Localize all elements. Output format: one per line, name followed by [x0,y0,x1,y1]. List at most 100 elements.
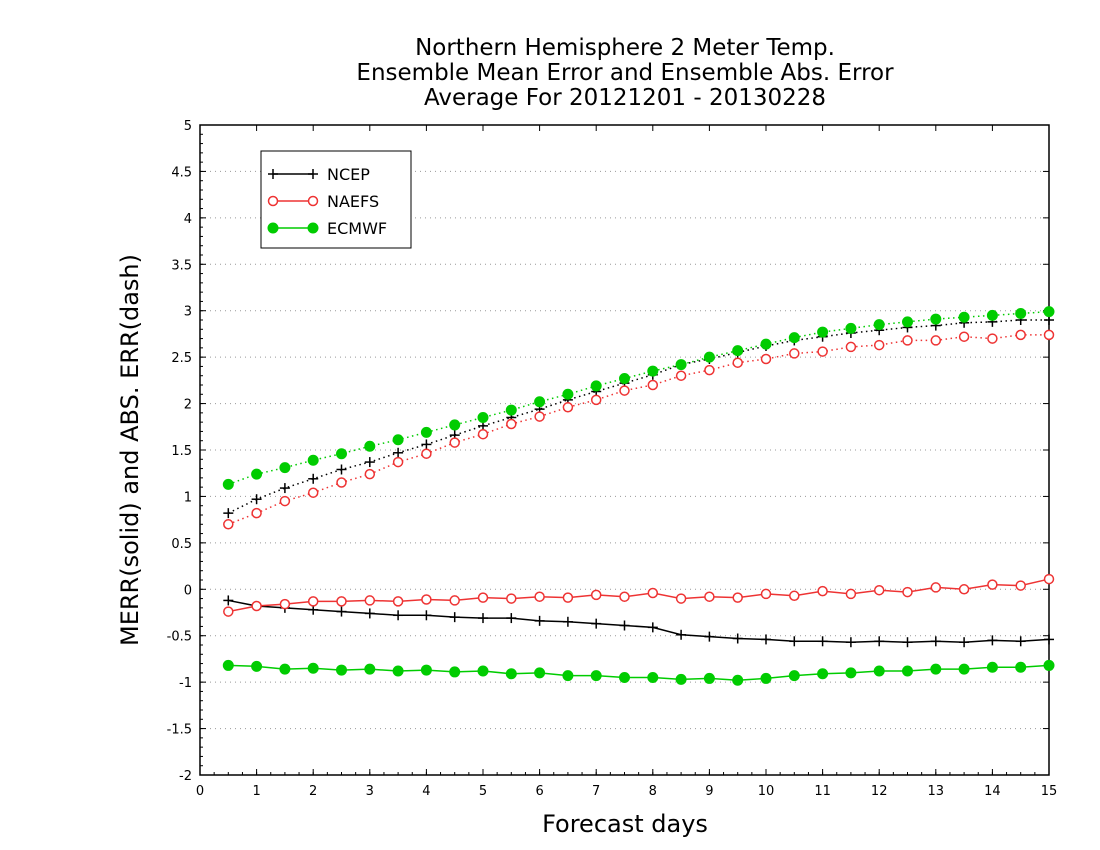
legend-label-naefs: NAEFS [327,192,379,211]
ecmwf-abs-err-point [788,332,800,344]
y-tick-label: 5 [184,119,192,134]
naefs-merr-point [789,590,800,602]
naefs-merr-point [307,596,319,607]
ncep-merr-point [647,622,658,633]
chart-title-line-3: Average For 20121201 - 20130228 [423,85,827,111]
ncep-merr-point [449,612,460,623]
ecmwf-abs-err-point [449,419,461,431]
ncep-abs-err-line [227,319,1049,514]
x-tick-label: 7 [592,784,600,799]
x-tick-label: 14 [984,784,1001,799]
y-tick-label: 3 [184,305,192,320]
ncep-merr-point [562,616,573,627]
naefs-merr-point [449,595,460,606]
naefs-merr-point [873,584,885,596]
ncep-merr-point [761,634,771,645]
naefs-merr-line [228,578,1050,613]
ncep-merr-point [902,637,913,648]
chart-title: Northern Hemisphere 2 Meter Temp. Ensemb… [200,36,1050,111]
ncep-abs-err-point [251,494,262,505]
ecmwf-merr-line [228,664,1050,682]
naefs-merr-point [421,594,432,605]
naefs-merr-point [845,588,857,600]
ecmwf-merr-point [1015,661,1027,673]
x-tick-label: 15 [1041,784,1058,799]
ncep-merr-point [704,631,715,642]
axes: -2-1.5-1-0.500.511.522.533.544.550 1 2 3 4 5 6… [167,119,1058,799]
ecmwf-merr-point [364,663,376,675]
naefs-merr-point [647,587,659,599]
y-tick-label: 4.5 [171,165,192,180]
y-tick-label: 0 [184,583,192,598]
ecmwf-abs-err-point [732,345,744,357]
naefs-merr-point [1043,573,1055,585]
naefs-abs-err-point [902,335,913,346]
ecmwf-merr-point [392,665,404,677]
ecmwf-abs-err-point [760,338,772,350]
ecmwf-merr-point [279,663,291,675]
ecmwf-abs-err-line [228,310,1050,486]
naefs-abs-err-point [590,394,602,406]
ecmwf-merr-point [760,672,772,684]
legend-marker [267,222,279,234]
x-tick-label: 2 [309,784,317,799]
ncep-merr-point [336,606,347,617]
ecmwf-merr-point [845,667,857,679]
naefs-merr-point [958,584,970,595]
ecmwf-abs-err-point [647,365,659,377]
legend-marker [307,195,319,207]
x-tick-label: 5 [479,784,487,799]
legend-marker [307,222,319,234]
naefs-merr-point [534,591,545,602]
ecmwf-abs-err-point [817,326,829,338]
legend-marker [268,169,278,179]
ncep-merr-point [223,595,234,606]
naefs-merr-point [704,591,715,602]
naefs-abs-err-point [675,370,687,381]
x-tick-label: 1 [252,784,260,799]
ecmwf-abs-err-point [251,468,263,480]
series-layer [222,306,1055,686]
ncep-merr-point [421,610,432,621]
ncep-merr-point [930,636,941,647]
naefs-abs-err-point [449,437,460,448]
x-tick-label: 4 [422,784,430,799]
y-tick-label: -0.5 [167,630,192,645]
ecmwf-abs-err-point [307,454,319,466]
x-tick-label: 9 [705,784,713,799]
legend-box [260,150,412,249]
naefs-abs-err-point [421,448,432,459]
ncep-merr-point [478,613,488,624]
ecmwf-abs-err-point [958,311,970,323]
naefs-merr-point [902,586,913,598]
naefs-merr-point [817,585,828,597]
ecmwf-abs-err-point [703,351,715,363]
ncep-merr-point [506,613,517,624]
ecmwf-abs-err-point [873,319,885,331]
ecmwf-merr-point [222,659,234,671]
y-tick-label: 2.5 [171,351,192,366]
ecmwf-abs-err-point [986,309,998,321]
ecmwf-abs-err-point [562,388,574,400]
ncep-merr-point [874,636,885,647]
y-tick-label: 3.5 [171,258,192,273]
naefs-abs-err-line [228,334,1049,525]
naefs-merr-point [223,606,234,617]
y-tick-label: -1 [179,676,192,691]
naefs-merr-point [364,595,376,606]
ecmwf-abs-err-point [222,478,234,490]
naefs-abs-err-point [987,333,998,344]
ecmwf-merr-point [902,665,913,677]
ecmwf-merr-point [307,662,319,674]
legend: NCEP NAEFS ECMWF [260,150,412,249]
ncep-merr-point [959,637,970,648]
ncep-merr-point [845,637,856,648]
ecmwf-abs-err-point [279,462,291,474]
ncep-merr-point [591,618,602,629]
ecmwf-abs-err-point [420,426,432,438]
x-tick-label: 12 [871,784,888,799]
naefs-abs-err-point [732,357,743,368]
naefs-merr-point [1015,580,1026,591]
ncep-abs-err-point [223,508,234,519]
legend-label-ecmwf: ECMWF [327,219,387,238]
